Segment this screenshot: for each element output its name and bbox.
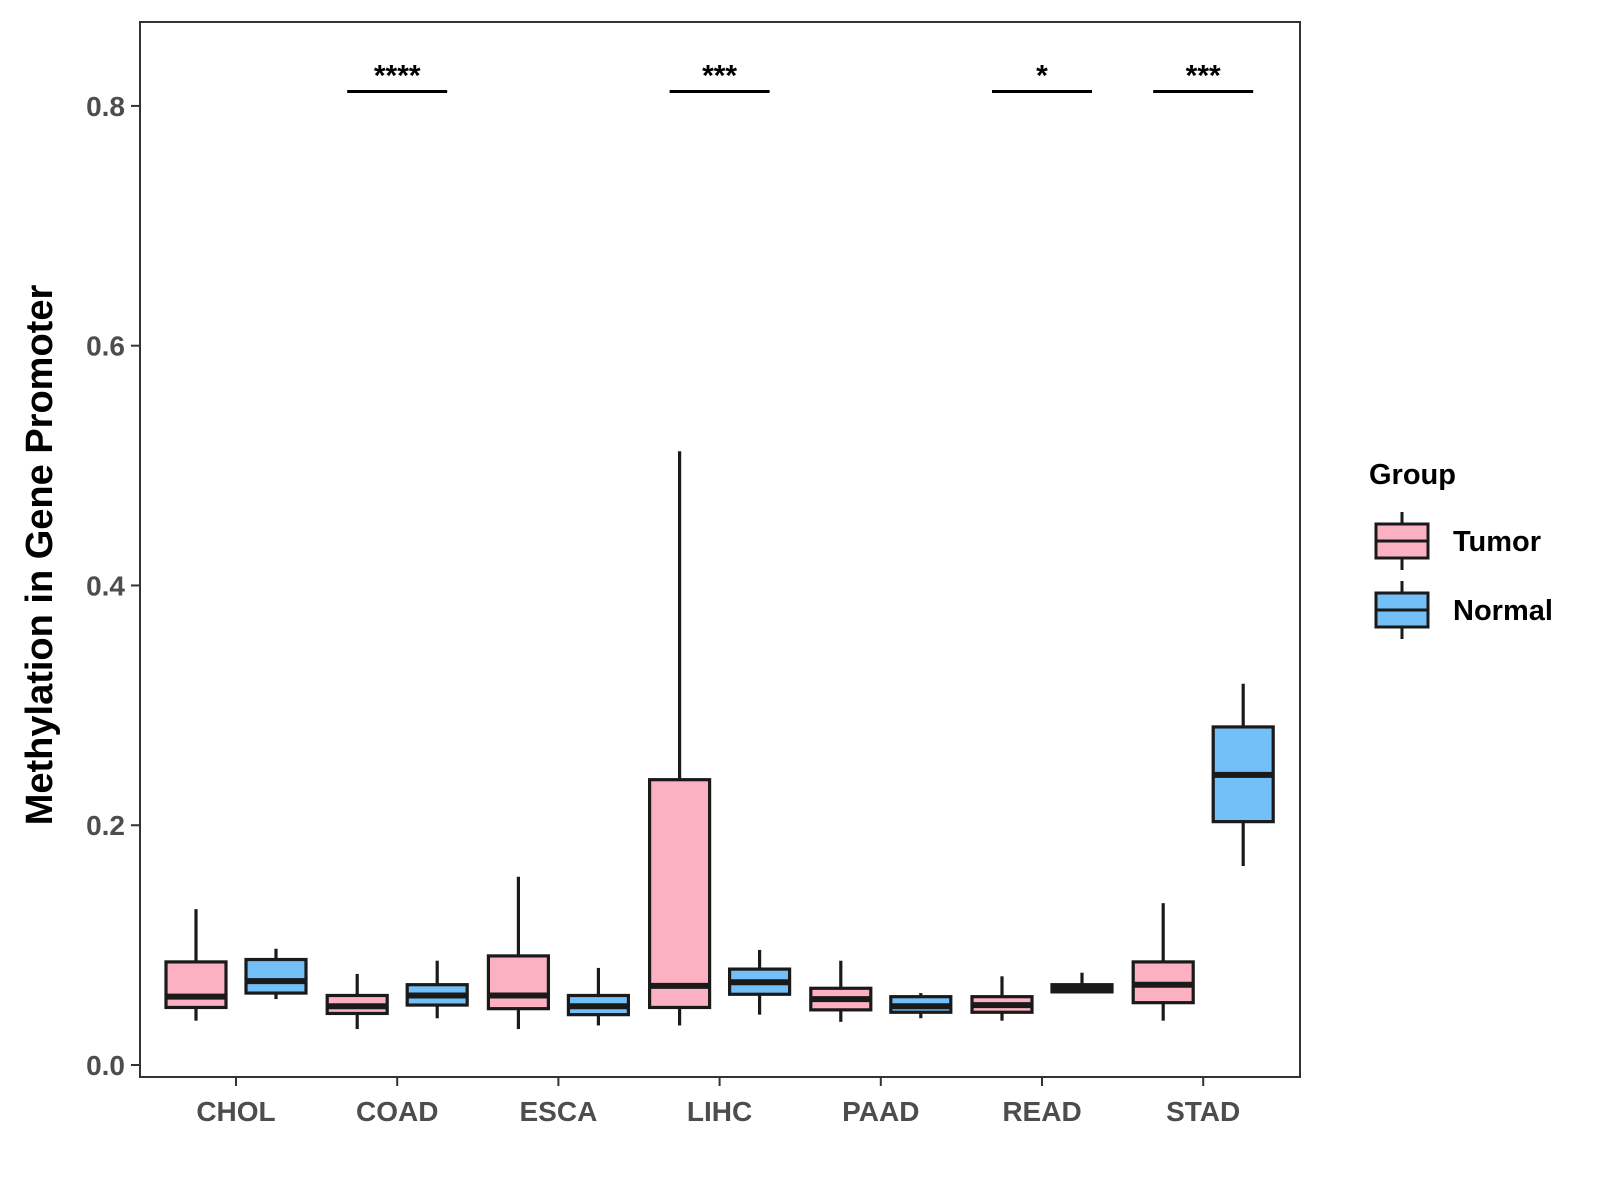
- significance-label-read: *: [1036, 60, 1048, 93]
- box-tumor-chol: [164, 909, 228, 1021]
- box-normal-stad: [1211, 683, 1275, 866]
- y-tick-label: 0.2: [86, 810, 125, 841]
- box-tumor-esca: [486, 876, 550, 1030]
- legend-label-normal: Normal: [1453, 595, 1553, 627]
- box-iqr: [486, 954, 550, 1011]
- legend-title: Group: [1369, 459, 1456, 491]
- box-normal-coad: [405, 960, 469, 1019]
- box-iqr: [164, 960, 228, 1010]
- box-tumor-lihc: [647, 451, 712, 1026]
- box-iqr: [244, 957, 308, 995]
- legend-key-normal: [1374, 581, 1430, 639]
- significance-label-coad: ****: [374, 60, 421, 93]
- y-tick-label: 0.8: [86, 91, 125, 122]
- box-normal-paad: [889, 993, 953, 1019]
- significance-label-lihc: ***: [702, 60, 737, 93]
- box-normal-lihc: [727, 949, 792, 1015]
- legend-label-tumor: Tumor: [1453, 526, 1541, 558]
- y-tick-label: 0.0: [86, 1050, 125, 1081]
- x-tick-label-paad: PAAD: [842, 1096, 919, 1127]
- x-tick-label-chol: CHOL: [196, 1096, 275, 1127]
- box-normal-chol: [244, 948, 308, 1000]
- x-tick-label-esca: ESCA: [520, 1096, 598, 1127]
- box-tumor-paad: [809, 960, 873, 1022]
- box-tumor-coad: [325, 973, 389, 1030]
- significance-label-stad: ***: [1186, 60, 1221, 93]
- y-tick-label: 0.6: [86, 331, 125, 362]
- x-tick-label-read: READ: [1002, 1096, 1081, 1127]
- legend-key-tumor: [1374, 512, 1430, 570]
- y-tick-label: 0.4: [86, 570, 125, 601]
- box-tumor-read: [970, 976, 1034, 1021]
- x-tick-label-stad: STAD: [1166, 1096, 1240, 1127]
- plot-panel-border: [139, 21, 1301, 1078]
- box-tumor-stad: [1131, 903, 1195, 1021]
- box-normal-read: [1050, 972, 1114, 994]
- x-tick-label-lihc: LIHC: [687, 1096, 752, 1127]
- box-iqr: [647, 778, 712, 1010]
- y-axis-title: Methylation in Gene Promoter: [19, 285, 61, 826]
- x-tick-label-coad: COAD: [356, 1096, 438, 1127]
- box-normal-esca: [566, 967, 631, 1026]
